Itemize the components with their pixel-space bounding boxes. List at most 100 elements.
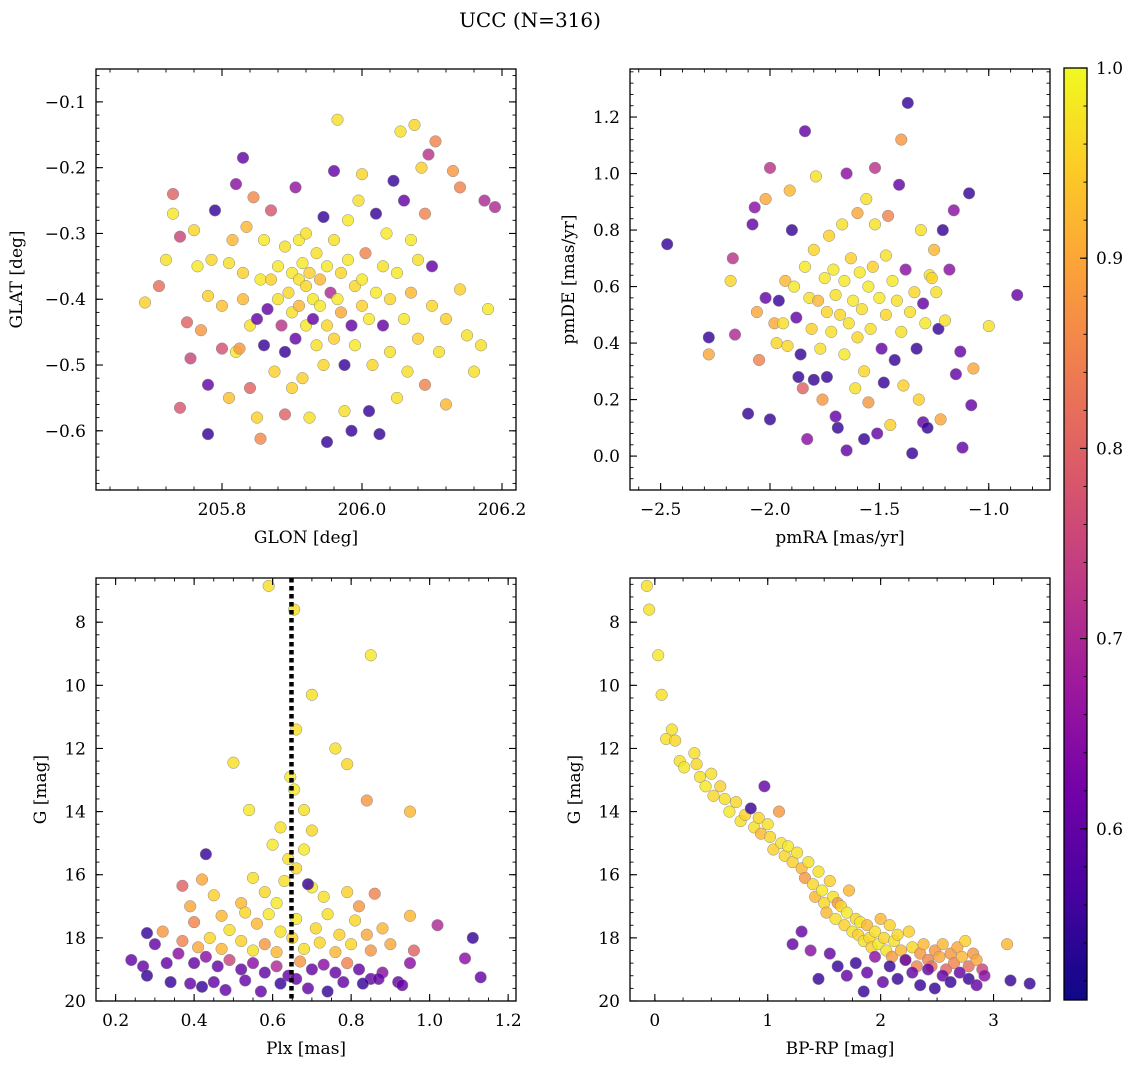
scatter-point [467,365,481,378]
scatter-point [744,802,757,815]
scatter-point [278,345,292,358]
scatter-point [205,253,218,266]
scatter-point [211,960,224,973]
scatter-point [383,345,397,358]
scatter-point [1023,977,1036,990]
chart-panel-plx_g: 0.2 0.4 0.6 0.8 1.0 1.2 8 10 12 14 16 18 20 Plx [mas]… [31,577,522,1059]
scatter-point [779,274,792,287]
scatter-point [914,979,927,992]
scatter-point [829,288,842,302]
scatter-point [320,435,334,449]
scatter-point [195,873,209,886]
scatter-point [777,317,790,330]
scatter-point [804,944,817,957]
scatter-point [215,942,228,955]
colorbar-frame [1063,67,1088,1001]
scatter-point [173,230,187,243]
scatter-point [429,135,442,148]
scatter-point [383,293,397,306]
scatter-point [669,734,682,747]
chart-panel-pmra_pmde: −2.5 −2.0 −1.5 −1.0 0.0 0.2 0.4 0.6 0.8 1.0 1.2 pmR… [559,68,1051,548]
scatter-point [327,233,341,247]
scatter-point [820,906,833,919]
scatter-point [301,982,315,995]
scatter-point [938,314,952,327]
scatter-point [282,286,295,299]
scatter-point [305,824,318,837]
scatter-point [270,946,283,959]
scatter-point [955,950,968,963]
scatter-point [264,204,278,217]
scatter-point [899,263,912,276]
scatter-point [187,224,201,237]
scatter-point [690,758,703,771]
scatter-point [199,950,212,963]
scatter-point [297,843,311,856]
scatter-point [215,909,228,922]
axes-frame [629,577,1051,1002]
scatter-point [861,919,874,932]
scatter-point [246,944,260,957]
scatter-point [289,332,302,345]
scatter-point [970,953,983,967]
y-tick-label: 10 [598,676,620,696]
scatter-point [270,897,283,910]
scatter-point [809,170,822,183]
scatter-point [278,240,292,253]
y-tick-label: 0.2 [593,391,620,411]
scatter-point [855,303,868,316]
axes-frame [95,577,517,1002]
axes-frame [629,68,1051,491]
scatter-point [201,289,215,302]
y-tick-label: 0.4 [593,334,620,354]
scatter-point [320,319,334,332]
scatter-point [362,405,376,418]
scatter-point [868,218,882,231]
scatter-point [327,332,341,345]
scatter-point [790,311,803,324]
x-tick-label: 3 [988,1011,999,1031]
scatter-series [138,113,502,449]
scatter-point [309,922,322,935]
scatter-point [235,934,248,948]
scatter-point [844,252,857,265]
scatter-point [782,840,795,853]
scatter-point [152,280,166,293]
scatter-point [360,928,373,941]
scatter-point [341,253,355,266]
scatter-point [303,266,316,279]
scatter-point [227,756,240,769]
scatter-point [164,976,177,989]
scatter-point [917,297,930,310]
scatter-point [292,299,306,312]
scatter-point [250,917,263,930]
scatter-point [901,96,914,109]
y-tick-label: 14 [64,803,86,823]
scatter-point [201,428,215,441]
scatter-point [895,325,908,338]
scatter-point [840,969,853,982]
scatter-point [481,303,495,316]
y-tick-label: 18 [64,929,86,949]
scatter-point [403,909,417,922]
scatter-point [387,174,400,187]
y-tick-label: 10 [64,676,86,696]
scatter-point [401,365,414,378]
scatter-point [278,408,292,421]
scatter-point [364,649,377,662]
scatter-point [271,260,285,273]
scatter-point [825,325,838,338]
scatter-point [380,227,393,240]
scatter-point [201,378,215,391]
scatter-point [982,320,995,333]
scatter-point [474,339,488,352]
scatter-point [752,811,765,824]
scatter-point [877,376,890,389]
scatter-point [321,908,334,921]
scatter-point [893,178,906,191]
scatter-point [838,919,851,932]
scatter-point [829,912,842,925]
x-tick-label: 2 [875,1011,886,1031]
scatter-point [933,950,946,963]
scatter-point [376,260,390,273]
